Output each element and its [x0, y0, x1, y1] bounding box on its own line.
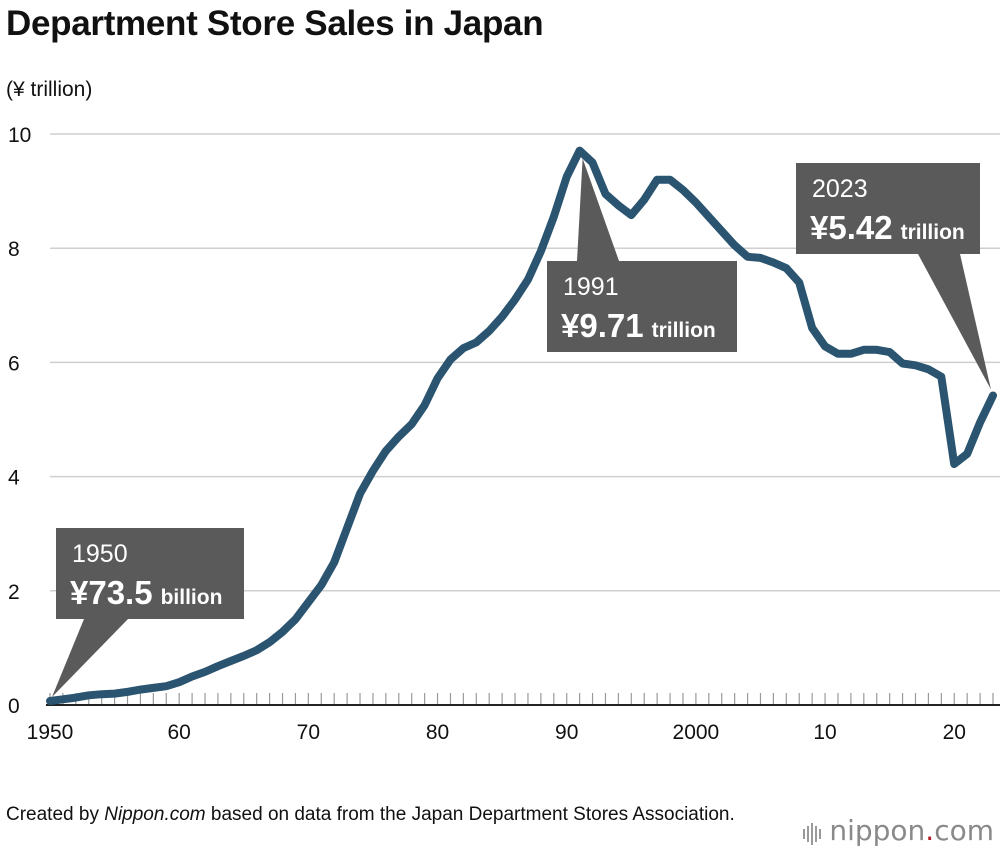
- callout-year: 1991: [563, 273, 619, 301]
- x-tick-label-80: 80: [426, 721, 449, 744]
- y-tick-label-6: 6: [8, 352, 20, 375]
- callout-year: 2023: [812, 175, 868, 203]
- logo-bars-icon: [803, 816, 823, 849]
- callout-unit: trillion: [652, 319, 716, 342]
- logo-name: nippon: [829, 814, 926, 847]
- x-tick-label-20: 20: [943, 721, 966, 744]
- callout-unit: billion: [161, 586, 223, 609]
- x-tick-label-1950: 1950: [27, 721, 74, 744]
- x-tick-label-60: 60: [167, 721, 190, 744]
- callout-1950: 1950 ¥73.5 billion: [52, 528, 244, 698]
- callout-1991: 1991 ¥9.71 trillion: [547, 158, 737, 352]
- callout-pointer: [52, 619, 128, 698]
- callout-pointer: [918, 254, 991, 390]
- series-line-0: [46, 146, 997, 705]
- y-axis-unit-label: (¥ trillion): [6, 78, 93, 101]
- nippon-logo: nippon.com: [803, 814, 994, 849]
- x-tick-label-90: 90: [555, 721, 578, 744]
- y-tick-label-8: 8: [8, 238, 20, 261]
- x-axis-minor-ticks: [49, 693, 994, 705]
- callouts: 1950 ¥73.5 billion 1991 ¥9.71 trillion 2023 ¥5.…: [52, 158, 991, 698]
- callout-amount: ¥9.71: [561, 307, 644, 344]
- line-chart: 0 2 4 6 8 10 1950 60 70 80 90 2000 10 20 1950 ¥73.5 bil…: [8, 124, 1000, 744]
- y-tick-label-10: 10: [8, 124, 31, 147]
- y-tick-label-2: 2: [8, 581, 20, 604]
- callout-box: [56, 528, 244, 619]
- source-site: Nippon.com: [104, 804, 206, 825]
- source-prefix: Created by: [6, 804, 105, 825]
- callout-year: 1950: [72, 540, 128, 568]
- series-layer: [46, 146, 997, 705]
- x-tick-label-70: 70: [297, 721, 320, 744]
- callout-value: ¥73.5 billion: [70, 574, 222, 611]
- callout-value: ¥5.42 trillion: [810, 209, 965, 246]
- x-tick-label-10: 10: [813, 721, 836, 744]
- chart-title: Department Store Sales in Japan: [6, 4, 544, 43]
- y-tick-label-0: 0: [8, 695, 20, 718]
- source-note: Created by Nippon.com based on data from…: [6, 802, 766, 827]
- callout-value: ¥9.71 trillion: [561, 307, 716, 344]
- callout-amount: ¥73.5: [70, 574, 153, 611]
- callout-box: [796, 163, 980, 254]
- source-suffix: based on data from the Japan Department …: [205, 804, 735, 825]
- callout-amount: ¥5.42: [810, 209, 893, 246]
- x-tick-label-2000: 2000: [673, 721, 720, 744]
- logo-tld: com: [934, 814, 994, 847]
- callout-box: [547, 261, 737, 352]
- callout-pointer: [577, 158, 619, 261]
- y-tick-label-4: 4: [8, 467, 20, 490]
- callout-unit: trillion: [901, 221, 965, 244]
- logo-dot: .: [925, 814, 935, 847]
- axes: 0 2 4 6 8 10 1950 60 70 80 90 2000 10 20: [8, 124, 1000, 744]
- callout-2023: 2023 ¥5.42 trillion: [796, 163, 991, 390]
